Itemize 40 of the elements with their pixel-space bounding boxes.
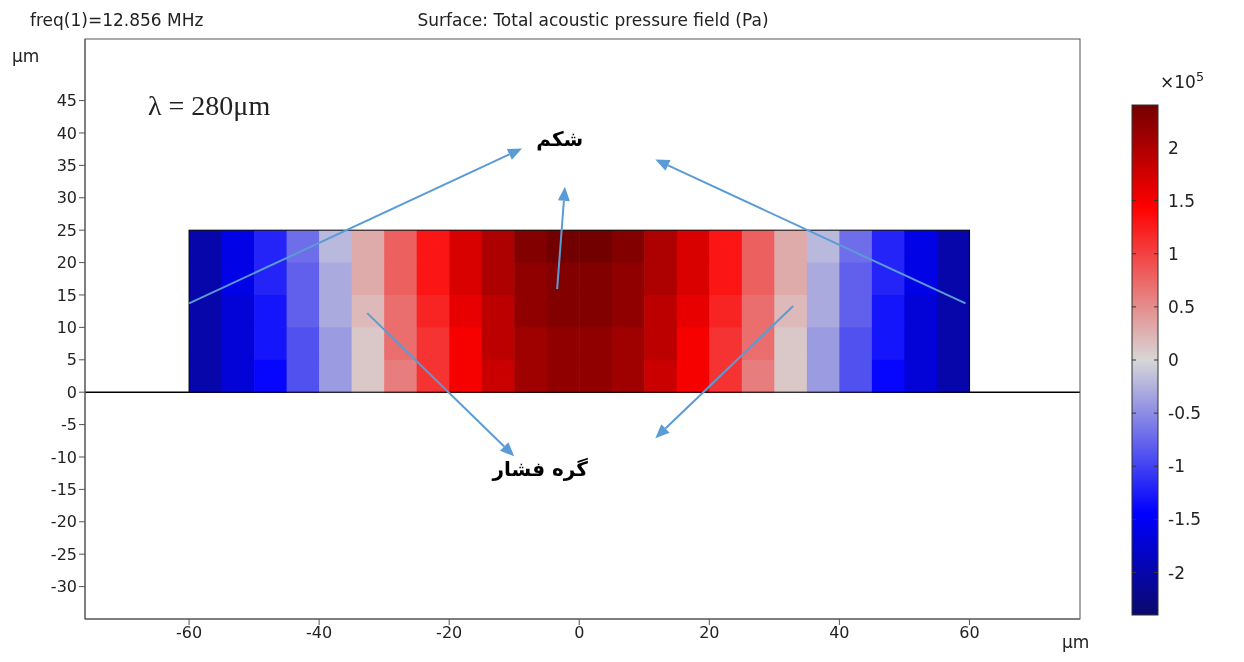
- annotation: شکم: [536, 126, 584, 151]
- y-tick-label: 35: [56, 156, 77, 176]
- x-tick-label: -40: [306, 623, 333, 643]
- annotation: گره فشار: [491, 457, 589, 482]
- y-tick-label: 30: [56, 188, 77, 208]
- y-tick-label: -20: [50, 512, 77, 532]
- color-bar-label: -2: [1168, 562, 1185, 583]
- y-tick-label: 20: [56, 253, 77, 273]
- x-tick-label: 20: [699, 623, 720, 643]
- y-tick-label: -30: [50, 577, 77, 597]
- y-tick-label: 45: [56, 91, 77, 111]
- color-bar-label: 1.5: [1168, 190, 1196, 211]
- y-tick-label: 0: [66, 382, 77, 402]
- color-bar-label: 0.5: [1168, 296, 1196, 317]
- color-bar-label: 1: [1168, 243, 1179, 264]
- y-tick-label: 5: [66, 350, 77, 370]
- y-tick-label: -10: [50, 447, 77, 467]
- y-axis-title: μm: [12, 46, 40, 66]
- x-tick-label: -20: [436, 623, 463, 643]
- annotation: λ = 280μm: [148, 90, 271, 121]
- color-bar-label: 2: [1168, 137, 1179, 158]
- color-bar-label: -0.5: [1168, 403, 1202, 424]
- y-tick-label: 25: [56, 220, 77, 240]
- y-tick-label: 40: [56, 123, 77, 143]
- x-tick-label: 0: [574, 623, 585, 643]
- color-bar-label: -1: [1168, 456, 1185, 477]
- color-bar-title: ×10$^{5}$: [1160, 68, 1205, 92]
- chart-title: Surface: Total acoustic pressure field (Pa): [417, 10, 769, 30]
- text: freq(1)=12.856 MHz: [30, 10, 204, 30]
- y-tick-label: -5: [61, 415, 77, 435]
- y-tick-label: -15: [50, 480, 77, 500]
- y-tick-label: 15: [56, 285, 77, 305]
- color-bar-label: 0: [1168, 350, 1179, 370]
- y-tick-label: -25: [50, 544, 77, 564]
- x-tick-label: -60: [175, 623, 203, 643]
- x-axis-title: μm: [1062, 632, 1090, 652]
- y-tick-label: 10: [56, 318, 77, 338]
- color-bar-label: -1.5: [1168, 509, 1202, 530]
- x-tick-label: 60: [959, 623, 980, 643]
- x-tick-label: 40: [829, 623, 850, 643]
